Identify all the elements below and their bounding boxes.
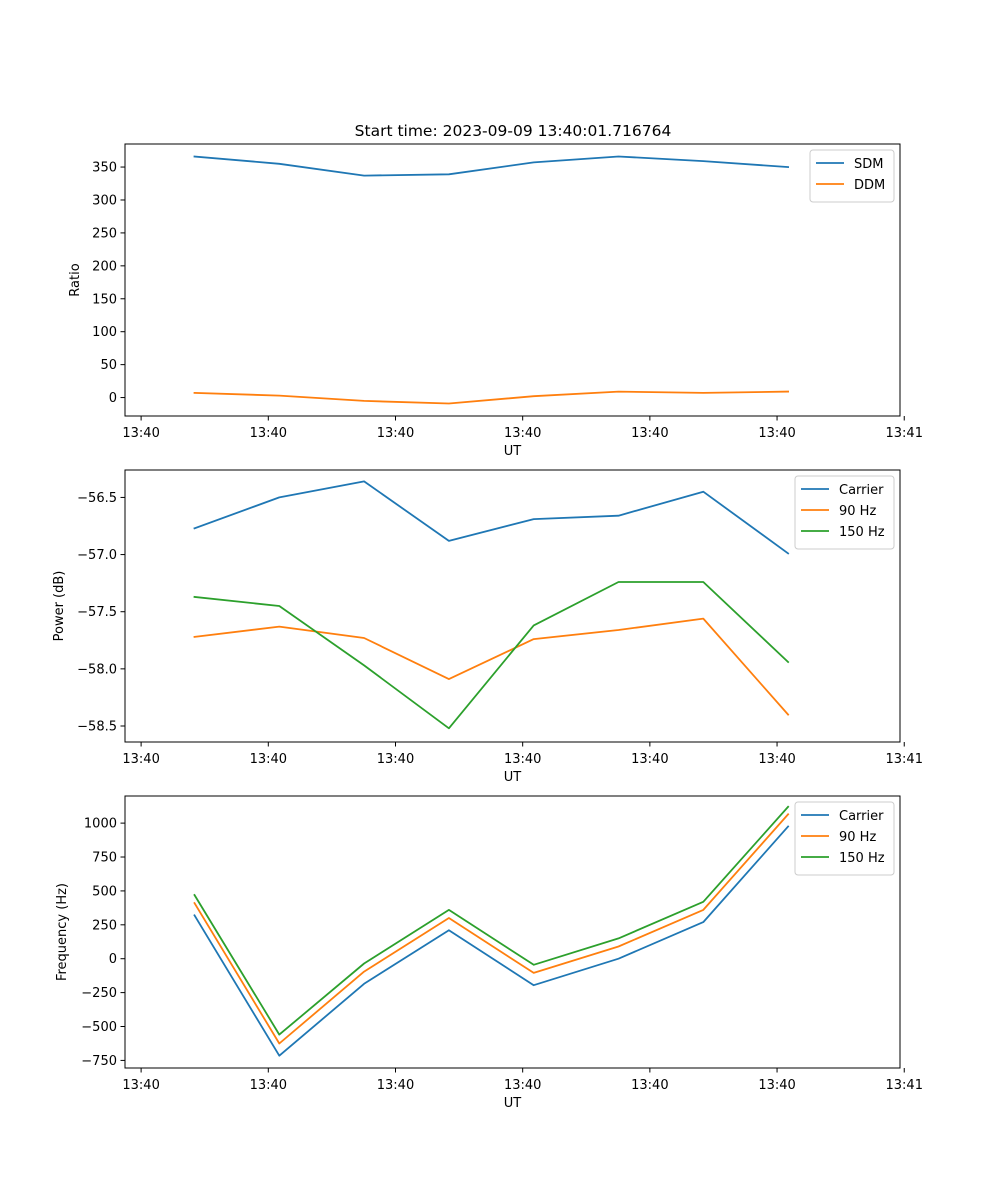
ratio-x-tick-label: 13:40 — [250, 426, 287, 441]
ratio-y-tick-label: 150 — [92, 292, 117, 307]
ratio-legend: SDM DDM — [809, 149, 895, 203]
frequency-x-tick-label: 13:40 — [504, 1078, 541, 1093]
power-y-axis-label: Power (dB) — [52, 571, 67, 642]
power-legend-label-150-hz: 150 Hz — [839, 525, 885, 540]
frequency-y-tick-label: 750 — [92, 851, 117, 866]
ratio-legend-label-ddm: DDM — [854, 178, 885, 193]
frequency-x-tick-label: 13:40 — [250, 1078, 287, 1093]
power-legend: Carrier 90 Hz 150 Hz — [794, 475, 895, 550]
power-y-tick-label: −58.5 — [77, 720, 117, 735]
frequency-legend-label-90-hz: 90 Hz — [839, 830, 876, 845]
frequency-legend-label-carrier: Carrier — [839, 809, 884, 824]
ratio-y-axis-label: Ratio — [68, 263, 83, 296]
power-x-tick-label: 13:40 — [631, 752, 668, 767]
ratio-x-tick-label: 13:40 — [504, 426, 541, 441]
power-y-tick-label: −57.0 — [77, 548, 117, 563]
ratio-series-line-sdm — [193, 155, 790, 177]
power-y-tick-label: −56.5 — [77, 491, 117, 506]
frequency-legend-label-150-hz: 150 Hz — [839, 851, 885, 866]
frequency-x-tick-label: 13:41 — [886, 1078, 923, 1093]
ratio-x-tick-label: 13:40 — [377, 426, 414, 441]
power-subplot: 13:40 13:40 13:40 13:40 13:40 13:40 13:41 −58.5… — [52, 469, 923, 785]
frequency-y-tick-label: −250 — [81, 986, 117, 1001]
power-series-line-90-hz — [193, 617, 790, 716]
ratio-y-tick-label: 100 — [92, 325, 117, 340]
frequency-x-tick-label: 13:40 — [377, 1078, 414, 1093]
frequency-y-axis-label: Frequency (Hz) — [55, 883, 70, 981]
power-x-tick-label: 13:40 — [250, 752, 287, 767]
frequency-y-tick-label: 500 — [92, 884, 117, 899]
ratio-x-tick-label: 13:40 — [758, 426, 795, 441]
power-x-tick-label: 13:40 — [504, 752, 541, 767]
figure-title: Start time: 2023-09-09 13:40:01.716764 — [355, 122, 672, 140]
frequency-y-tick-label: 0 — [109, 952, 117, 967]
power-series-line-150-hz — [193, 581, 790, 730]
frequency-y-tick-label: 250 — [92, 918, 117, 933]
ratio-legend-label-sdm: SDM — [854, 157, 883, 172]
frequency-x-axis-label: UT — [504, 1096, 522, 1111]
power-axes-frame — [124, 469, 901, 743]
ratio-x-tick-label: 13:40 — [122, 426, 159, 441]
ratio-y-tick-label: 350 — [92, 161, 117, 176]
frequency-series-line-150-hz — [193, 805, 790, 1036]
power-series-line-carrier — [193, 480, 790, 555]
frequency-x-tick-label: 13:40 — [631, 1078, 668, 1093]
frequency-axes-frame — [124, 795, 901, 1069]
ratio-x-tick-label: 13:40 — [631, 426, 668, 441]
ratio-x-tick-label: 13:41 — [886, 426, 923, 441]
frequency-y-tick-label: −500 — [81, 1020, 117, 1035]
ratio-y-tick-label: 250 — [92, 226, 117, 241]
frequency-series-line-90-hz — [193, 813, 790, 1045]
frequency-legend: Carrier 90 Hz 150 Hz — [794, 801, 895, 876]
frequency-series-line-carrier — [193, 825, 790, 1057]
frequency-subplot: 13:40 13:40 13:40 13:40 13:40 13:40 13:41 −750 −… — [55, 795, 923, 1111]
power-x-tick-label: 13:40 — [758, 752, 795, 767]
ratio-y-tick-label: 0 — [109, 391, 117, 406]
ratio-series-line-ddm — [193, 390, 790, 405]
ratio-subplot: 13:40 13:40 13:40 13:40 13:40 13:40 13:41 0 50 10… — [68, 143, 923, 459]
frequency-x-tick-label: 13:40 — [122, 1078, 159, 1093]
power-x-axis-label: UT — [504, 770, 522, 785]
ratio-x-axis-label: UT — [504, 444, 522, 459]
ratio-y-tick-label: 300 — [92, 193, 117, 208]
power-y-tick-label: −58.0 — [77, 662, 117, 677]
power-x-tick-label: 13:40 — [377, 752, 414, 767]
ratio-axes-frame — [124, 143, 901, 417]
power-legend-label-carrier: Carrier — [839, 483, 884, 498]
ratio-y-tick-label: 50 — [100, 358, 117, 373]
power-y-tick-label: −57.5 — [77, 605, 117, 620]
power-x-tick-label: 13:40 — [122, 752, 159, 767]
power-x-tick-label: 13:41 — [886, 752, 923, 767]
frequency-y-tick-label: 1000 — [84, 817, 117, 832]
ratio-y-tick-label: 200 — [92, 259, 117, 274]
frequency-y-tick-label: −750 — [81, 1054, 117, 1069]
power-legend-label-90-hz: 90 Hz — [839, 504, 876, 519]
frequency-x-tick-label: 13:40 — [758, 1078, 795, 1093]
